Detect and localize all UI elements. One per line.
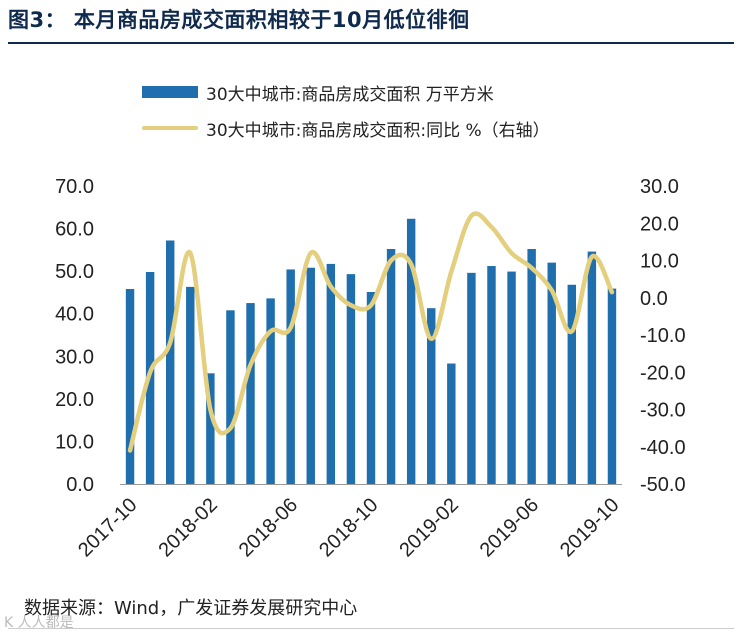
left-y-axis: 0.0 10.0 20.0 30.0 40.0 50.0 60.0 70.0 [55,176,94,496]
bar-series [125,218,617,484]
right-tick-label: 10.0 [640,251,679,273]
bar-2018-02 [206,373,215,484]
right-tick-label: -10.0 [640,325,686,347]
x-tick-label: 2018-10 [315,494,382,561]
bar-2018-06 [286,269,295,484]
right-tick-label: 0.0 [640,288,668,310]
left-tick-label: 30.0 [55,346,94,368]
legend-label-line: 30大中城市:商品房成交面积:同比 %（右轴） [206,120,550,141]
bar-2018-01 [186,286,195,484]
bar-2019-08 [567,284,577,484]
bar-2019-09 [587,251,597,484]
x-tick-label: 2019-10 [556,494,623,561]
title-divider [8,42,734,44]
bar-2018-03 [226,310,235,484]
bar-2019-01 [427,308,436,484]
bar-2018-11 [386,249,396,484]
bar-2018-10 [366,292,376,484]
right-tick-label: -20.0 [640,362,686,384]
bar-2017-10 [125,289,135,484]
bar-2018-08 [326,263,336,484]
bottom-divider [8,628,734,629]
x-tick-label: 2019-02 [395,494,462,561]
chart-legend: 30大中城市:商品房成交面积 万平方米 30大中城市:商品房成交面积:同比 %（… [142,74,550,146]
bar-2019-07 [547,262,556,484]
bar-2018-04 [246,303,255,484]
x-tick-label: 2018-06 [235,494,302,561]
bar-2019-04 [487,266,496,484]
left-tick-label: 70.0 [55,176,94,198]
bar-2017-12 [165,240,175,484]
left-tick-label: 0.0 [66,474,94,496]
bar-2018-05 [266,298,275,484]
right-tick-label: -50.0 [640,474,686,496]
bar-2019-05 [507,271,516,484]
bar-2018-07 [306,267,315,484]
figure-title: 图3： 本月商品房成交面积相较于10月低位徘徊 [8,8,470,32]
left-tick-label: 10.0 [55,431,94,453]
left-tick-label: 20.0 [55,389,94,411]
left-tick-label: 50.0 [55,261,94,283]
x-tick-label: 2018-02 [154,494,221,561]
legend-item-bar: 30大中城市:商品房成交面积 万平方米 [142,74,550,110]
bar-2019-03 [467,272,476,484]
right-tick-label: 30.0 [640,176,679,198]
left-tick-label: 60.0 [55,219,94,241]
bar-2018-12 [406,218,416,484]
left-tick-label: 40.0 [55,304,94,326]
yoy-line [127,211,615,453]
x-tick-label: 2017-10 [74,494,141,561]
line-series [127,211,615,453]
right-tick-label: 20.0 [640,213,679,235]
legend-label-bar: 30大中城市:商品房成交面积 万平方米 [206,84,494,105]
bar-2018-09 [346,274,356,484]
x-tick-label: 2019-06 [476,494,543,561]
right-tick-label: -30.0 [640,400,686,422]
bar-2019-10 [607,288,617,484]
right-y-axis: -50.0 -40.0 -30.0 -20.0 -10.0 0.0 10.0 20.0 30.0 [640,176,686,496]
bar-2019-06 [527,249,536,484]
legend-line-swatch [142,126,198,130]
bar-2019-02 [447,363,456,484]
legend-item-line: 30大中城市:商品房成交面积:同比 %（右轴） [142,110,550,146]
source-note: 数据来源：Wind，广发证券发展研究中心 [24,598,358,619]
legend-bar-swatch [142,86,198,98]
right-tick-label: -40.0 [640,437,686,459]
x-axis: 2017-10 2018-02 2018-06 2018-10 2019-02 2019-… [74,484,623,561]
watermark: K 人人都是 [4,615,74,631]
